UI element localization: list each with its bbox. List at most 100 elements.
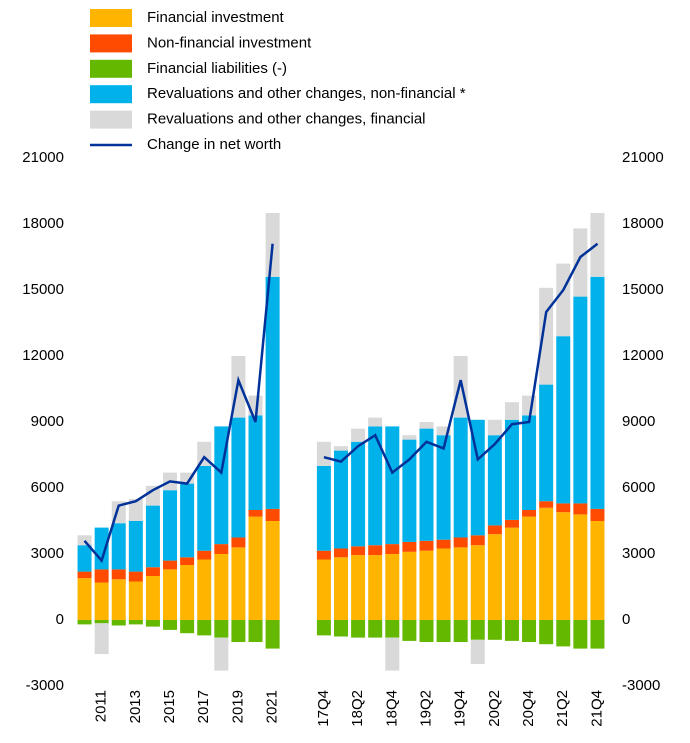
bar xyxy=(556,512,571,620)
bar xyxy=(94,623,109,655)
y2-tick-label: 15000 xyxy=(622,281,664,298)
bar xyxy=(522,415,537,510)
legend-swatch xyxy=(90,85,132,104)
bar xyxy=(316,466,331,551)
bar xyxy=(470,639,485,664)
bar xyxy=(556,263,571,337)
bar xyxy=(265,521,280,620)
bar xyxy=(334,446,348,451)
bar xyxy=(539,287,554,385)
legend-label: Change in net worth xyxy=(147,136,281,153)
y-tick-label: 9000 xyxy=(31,413,64,430)
bar xyxy=(539,507,554,620)
bar xyxy=(163,569,178,620)
y2-tick-label: 18000 xyxy=(622,215,664,232)
bar xyxy=(385,554,400,620)
bar xyxy=(590,276,605,509)
bar xyxy=(539,384,554,502)
bar xyxy=(214,544,229,554)
legend-swatch xyxy=(90,110,132,129)
bar xyxy=(128,581,143,620)
legend-swatch xyxy=(90,59,132,78)
legend-label: Financial liabilities (-) xyxy=(147,60,287,77)
bar xyxy=(163,560,178,570)
bar xyxy=(231,620,246,642)
bar xyxy=(128,521,143,572)
bar xyxy=(590,521,605,620)
bar xyxy=(351,620,366,638)
bar xyxy=(402,620,417,641)
bar xyxy=(145,505,160,568)
bar xyxy=(453,547,468,620)
bar xyxy=(590,508,605,521)
bar xyxy=(145,567,160,576)
bar xyxy=(573,228,588,297)
bar xyxy=(539,620,554,645)
y-tick-label: 3000 xyxy=(31,545,64,562)
bar xyxy=(522,620,537,642)
bar xyxy=(316,441,331,466)
line xyxy=(83,242,599,564)
x-tick-label: 18Q4 xyxy=(383,690,400,727)
bar xyxy=(351,441,366,547)
bar xyxy=(214,620,229,638)
bar xyxy=(487,419,502,436)
bar xyxy=(487,525,502,535)
bar xyxy=(436,426,451,436)
bar xyxy=(470,620,485,640)
bar xyxy=(504,620,519,641)
y2-tick-label: 6000 xyxy=(622,479,655,496)
x-tick-label: 2017 xyxy=(195,690,212,723)
y-tick-label: 0 xyxy=(56,611,64,628)
bar xyxy=(419,422,434,429)
bar xyxy=(334,620,348,637)
bar xyxy=(368,620,383,638)
bar xyxy=(197,559,212,620)
bar xyxy=(368,426,383,546)
bar xyxy=(453,537,468,548)
y-tick-label: 12000 xyxy=(22,347,64,364)
bar xyxy=(128,620,143,625)
bar xyxy=(334,548,348,558)
bar xyxy=(163,490,178,561)
bar xyxy=(214,554,229,620)
bar xyxy=(248,620,263,642)
x-tick-label: 2013 xyxy=(127,690,144,723)
bar xyxy=(351,555,366,620)
bar xyxy=(419,620,434,642)
bar xyxy=(265,276,280,509)
bar xyxy=(504,419,519,520)
bar xyxy=(145,576,160,620)
x-tick-label: 2021 xyxy=(264,690,281,723)
bar xyxy=(94,527,109,570)
bar xyxy=(248,516,263,620)
bar xyxy=(573,514,588,620)
bar xyxy=(77,545,92,572)
bar xyxy=(197,466,212,551)
bar xyxy=(419,550,434,620)
bar xyxy=(453,620,468,642)
bar xyxy=(265,620,280,649)
bar xyxy=(94,582,109,620)
bar xyxy=(470,545,485,620)
bar xyxy=(265,508,280,521)
legend-swatch xyxy=(90,9,132,27)
bar xyxy=(368,417,383,427)
bar xyxy=(522,516,537,620)
bar xyxy=(163,620,178,630)
x-tick-label: 19Q2 xyxy=(417,690,434,727)
bar xyxy=(197,550,212,560)
bar xyxy=(334,557,348,620)
legend-label: Financial investment xyxy=(147,9,285,26)
y2-tick-label: 21000 xyxy=(622,149,664,166)
x-tick-label: 21Q2 xyxy=(554,690,571,727)
y2-tick-label: 3000 xyxy=(622,545,655,562)
bar xyxy=(231,547,246,620)
bar xyxy=(487,534,502,620)
bar xyxy=(180,483,195,558)
bar xyxy=(368,555,383,620)
bar xyxy=(385,637,400,671)
bar xyxy=(94,620,109,624)
bar xyxy=(231,417,246,538)
